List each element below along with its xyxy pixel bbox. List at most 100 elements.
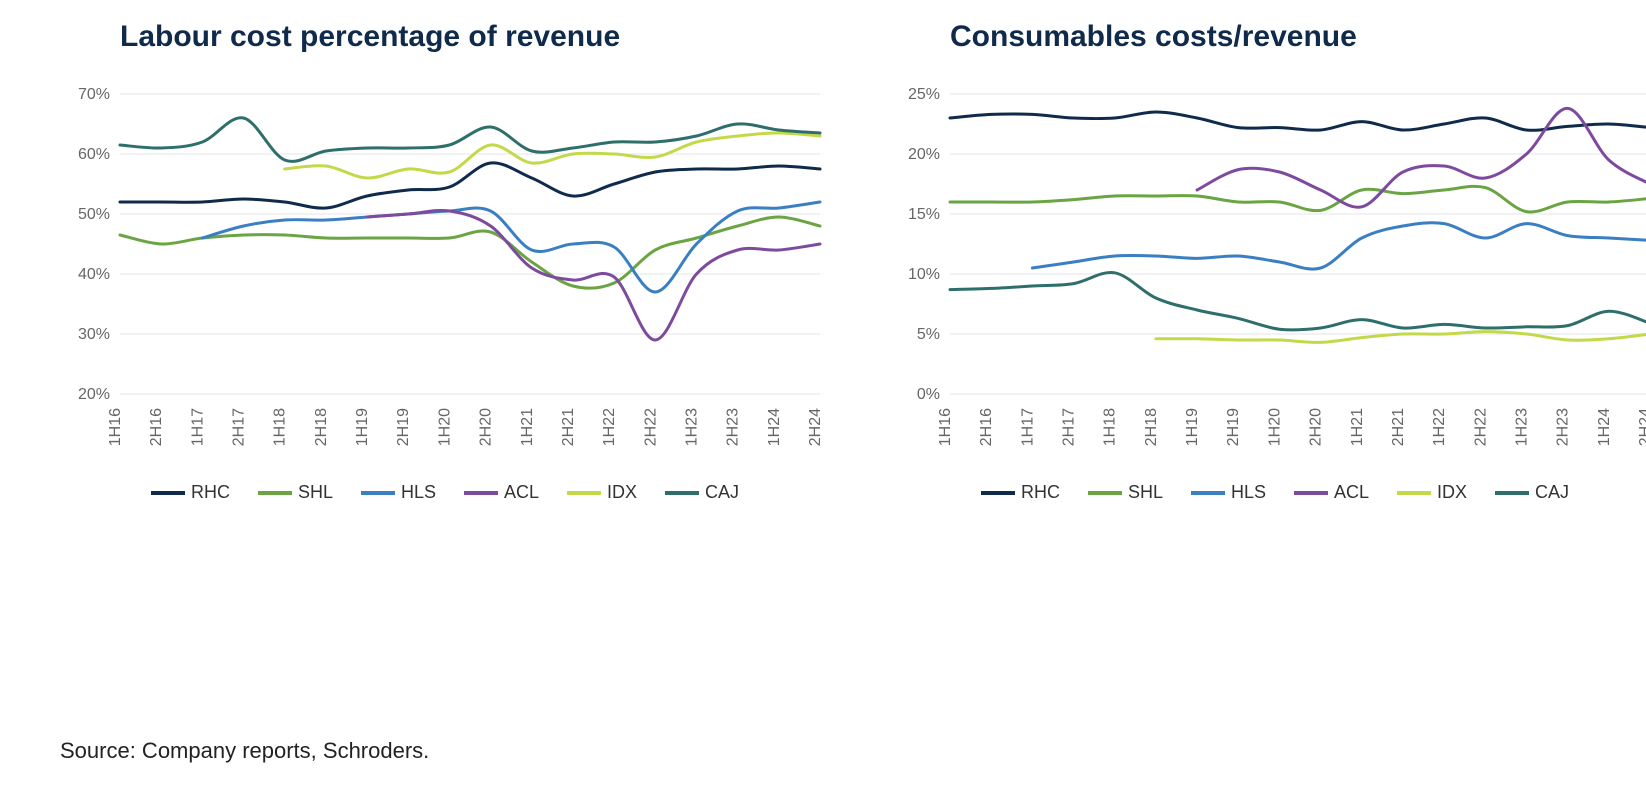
- y-tick-label: 70%: [78, 86, 110, 103]
- x-tick-label: 1H23: [683, 408, 700, 446]
- legend-label: ACL: [1334, 482, 1369, 503]
- legend-swatch: [1191, 491, 1225, 495]
- y-tick-label: 60%: [78, 146, 110, 163]
- legend-label: ACL: [504, 482, 539, 503]
- x-tick-label: 1H21: [519, 408, 536, 446]
- x-tick-label: 2H24: [1637, 408, 1646, 446]
- x-tick-label: 1H24: [1596, 408, 1613, 446]
- legend-label: HLS: [401, 482, 436, 503]
- series-line-idx: [285, 133, 820, 178]
- y-tick-label: 10%: [908, 266, 940, 283]
- legend-swatch: [361, 491, 395, 495]
- legend-item-acl: ACL: [1294, 482, 1369, 503]
- series-line-idx: [1156, 332, 1646, 343]
- x-tick-label: 2H20: [1308, 408, 1325, 446]
- x-tick-label: 2H22: [642, 408, 659, 446]
- series-line-shl: [950, 186, 1646, 212]
- x-tick-label: 2H18: [1143, 408, 1160, 446]
- x-tick-label: 2H24: [807, 408, 824, 446]
- legend-item-caj: CAJ: [1495, 482, 1569, 503]
- series-line-rhc: [950, 112, 1646, 130]
- legend-label: SHL: [1128, 482, 1163, 503]
- line-chart-labour: 20%30%40%50%60%70%1H162H161H172H171H182H…: [60, 84, 830, 474]
- x-tick-label: 2H17: [1061, 408, 1078, 446]
- legend-swatch: [1495, 491, 1529, 495]
- y-tick-label: 15%: [908, 206, 940, 223]
- y-tick-label: 50%: [78, 206, 110, 223]
- legend-labour: RHC SHL HLS ACL IDX CAJ: [60, 482, 830, 503]
- x-tick-label: 1H18: [272, 408, 289, 446]
- charts-row: Labour cost percentage of revenue 20% 30%…: [60, 20, 1586, 503]
- legend-swatch: [567, 491, 601, 495]
- legend-label: SHL: [298, 482, 333, 503]
- chart-title-labour: Labour cost percentage of revenue: [120, 20, 830, 54]
- source-text: Source: Company reports, Schroders.: [60, 738, 429, 764]
- y-tick-label: 30%: [78, 326, 110, 343]
- legend-item-shl: SHL: [258, 482, 333, 503]
- legend-swatch: [665, 491, 699, 495]
- page-root: Labour cost percentage of revenue 20% 30%…: [0, 0, 1646, 792]
- legend-label: RHC: [191, 482, 230, 503]
- legend-swatch: [981, 491, 1015, 495]
- legend-label: CAJ: [705, 482, 739, 503]
- line-chart-consumables: 0%5%10%15%20%25%1H162H161H172H171H182H18…: [890, 84, 1646, 474]
- x-tick-label: 2H19: [1225, 408, 1242, 446]
- legend-label: HLS: [1231, 482, 1266, 503]
- legend-item-acl: ACL: [464, 482, 539, 503]
- legend-item-shl: SHL: [1088, 482, 1163, 503]
- legend-label: IDX: [1437, 482, 1467, 503]
- x-tick-label: 2H22: [1472, 408, 1489, 446]
- x-tick-label: 1H22: [1431, 408, 1448, 446]
- x-tick-label: 1H22: [601, 408, 618, 446]
- x-tick-label: 1H23: [1513, 408, 1530, 446]
- x-tick-label: 2H21: [1390, 408, 1407, 446]
- x-tick-label: 1H16: [937, 408, 954, 446]
- y-tick-label: 0%: [917, 386, 940, 403]
- x-tick-label: 2H18: [313, 408, 330, 446]
- chart-block-consumables: Consumables costs/revenue 0% 5% 10% 15% 20% 2…: [890, 20, 1646, 503]
- x-tick-label: 2H16: [148, 408, 165, 446]
- x-tick-label: 1H17: [189, 408, 206, 446]
- legend-item-hls: HLS: [1191, 482, 1266, 503]
- x-tick-label: 2H20: [478, 408, 495, 446]
- x-tick-label: 1H21: [1349, 408, 1366, 446]
- y-tick-label: 20%: [78, 386, 110, 403]
- x-tick-label: 2H23: [725, 408, 742, 446]
- legend-label: RHC: [1021, 482, 1060, 503]
- x-tick-label: 1H18: [1102, 408, 1119, 446]
- x-tick-label: 1H20: [1266, 408, 1283, 446]
- legend-swatch: [464, 491, 498, 495]
- y-tick-label: 5%: [917, 326, 940, 343]
- series-line-rhc: [120, 163, 820, 208]
- legend-item-hls: HLS: [361, 482, 436, 503]
- legend-swatch: [1397, 491, 1431, 495]
- series-line-caj: [950, 272, 1646, 329]
- x-tick-label: 2H19: [395, 408, 412, 446]
- x-tick-label: 2H21: [560, 408, 577, 446]
- legend-swatch: [1294, 491, 1328, 495]
- chart-title-consumables: Consumables costs/revenue: [950, 20, 1646, 54]
- y-tick-label: 40%: [78, 266, 110, 283]
- x-tick-label: 2H16: [978, 408, 995, 446]
- x-tick-label: 2H17: [231, 408, 248, 446]
- legend-swatch: [1088, 491, 1122, 495]
- x-tick-label: 1H20: [436, 408, 453, 446]
- legend-consumables: RHC SHL HLS ACL IDX CAJ: [890, 482, 1646, 503]
- legend-item-idx: IDX: [567, 482, 637, 503]
- legend-item-rhc: RHC: [981, 482, 1060, 503]
- legend-swatch: [258, 491, 292, 495]
- x-tick-label: 1H19: [1184, 408, 1201, 446]
- x-tick-label: 1H24: [766, 408, 783, 446]
- legend-label: CAJ: [1535, 482, 1569, 503]
- x-tick-label: 1H19: [354, 408, 371, 446]
- legend-item-rhc: RHC: [151, 482, 230, 503]
- y-tick-label: 20%: [908, 146, 940, 163]
- legend-label: IDX: [607, 482, 637, 503]
- x-tick-label: 1H17: [1019, 408, 1036, 446]
- chart-block-labour: Labour cost percentage of revenue 20% 30%…: [60, 20, 830, 503]
- legend-item-caj: CAJ: [665, 482, 739, 503]
- x-tick-label: 2H23: [1555, 408, 1572, 446]
- series-line-hls: [1032, 223, 1646, 269]
- legend-swatch: [151, 491, 185, 495]
- legend-item-idx: IDX: [1397, 482, 1467, 503]
